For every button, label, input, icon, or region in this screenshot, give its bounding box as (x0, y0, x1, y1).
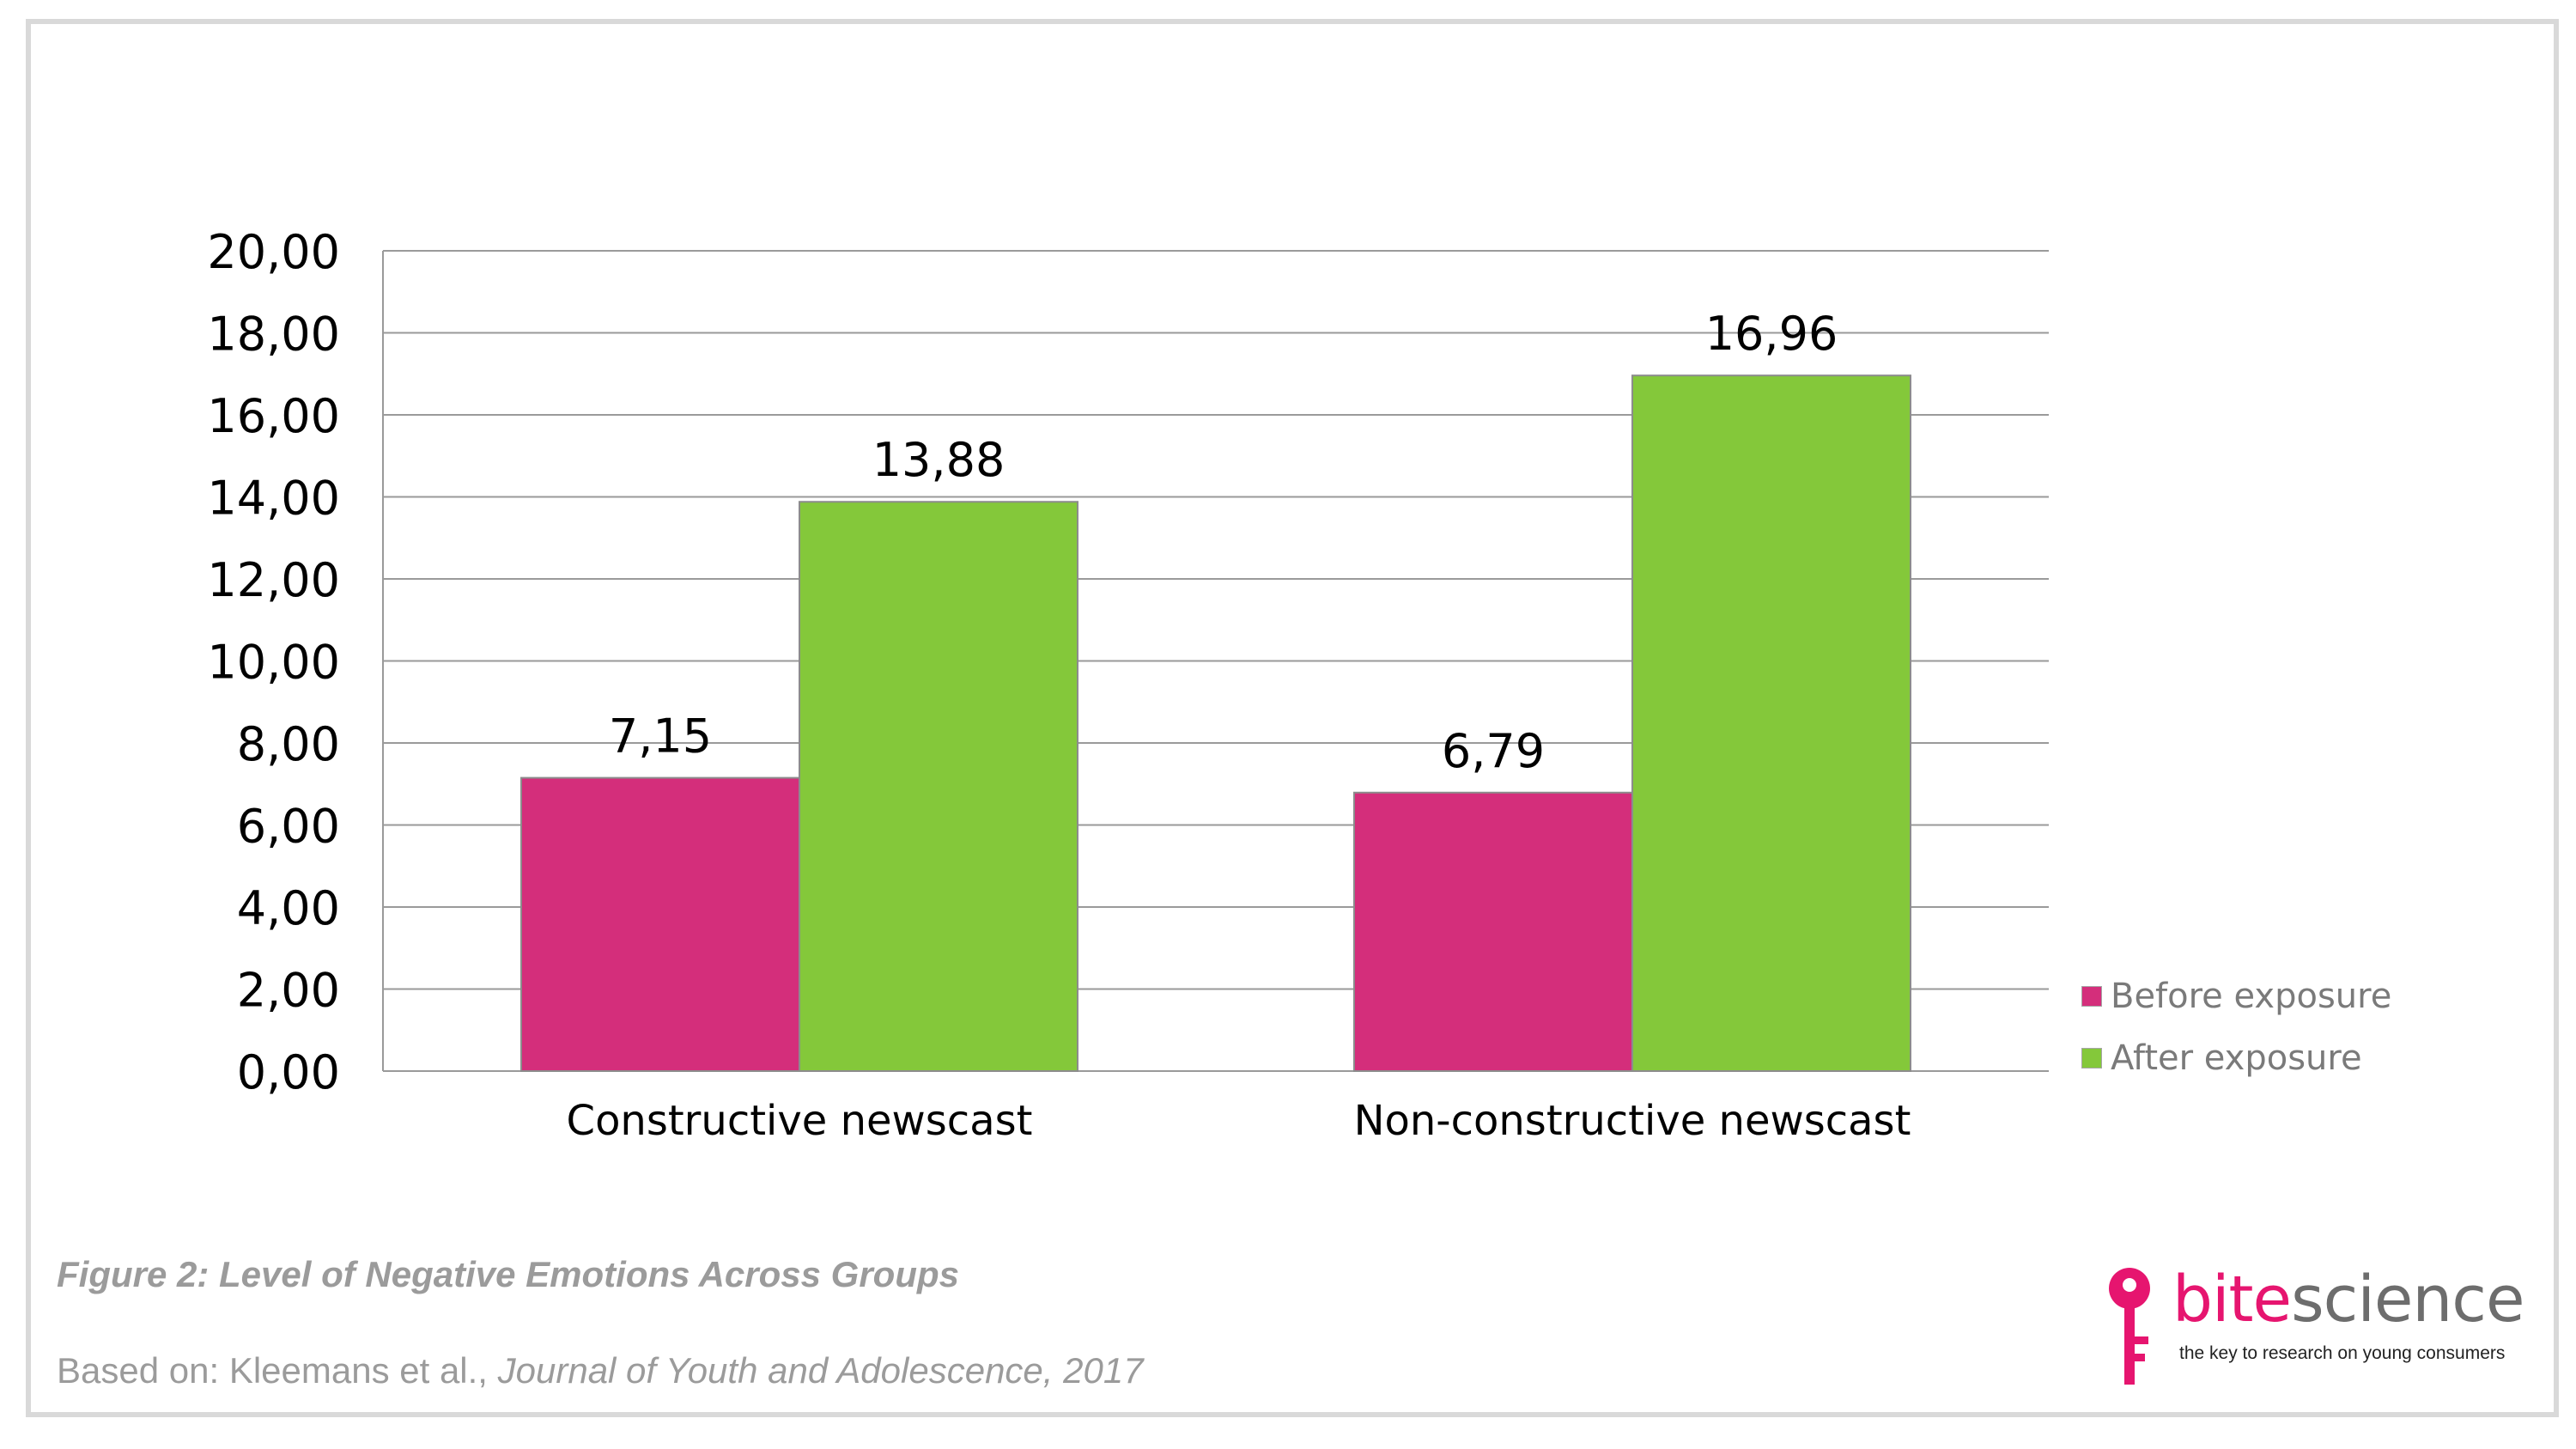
legend-item-after: After exposure (2081, 1038, 2391, 1078)
data-label: 13,88 (872, 433, 1005, 487)
bitescience-logo[interactable]: bitescience the key to research on young… (2105, 1263, 2535, 1391)
key-icon (2109, 1268, 2150, 1385)
figure-frame (26, 19, 2559, 1417)
logo-wordmark: bitescience (2172, 1263, 2525, 1336)
x-tick-label: Non-constructive newscast (1354, 1097, 1911, 1145)
source-journal: Journal of Youth and Adolescence, 2017 (497, 1350, 1144, 1391)
bar (520, 776, 800, 1073)
y-tick-label: 14,00 (207, 472, 340, 526)
y-tick-label: 0,00 (237, 1045, 340, 1099)
logo-tagline: the key to research on young consumers (2179, 1343, 2506, 1363)
data-label: 16,96 (1705, 307, 1838, 361)
y-tick-label: 20,00 (207, 225, 340, 279)
bar (799, 501, 1078, 1072)
y-tick-label: 4,00 (237, 881, 340, 935)
data-label: 7,15 (609, 709, 712, 764)
y-tick-label: 18,00 (207, 307, 340, 362)
legend-swatch-after (2081, 1048, 2102, 1068)
data-label: 6,79 (1442, 724, 1545, 778)
bar (1631, 374, 1911, 1073)
x-tick-label: Constructive newscast (567, 1097, 1033, 1145)
logo-brand-science: science (2291, 1263, 2524, 1336)
source-prefix: Based on: Kleemans et al., (57, 1350, 498, 1391)
legend-swatch-before (2081, 986, 2102, 1007)
source-citation: Based on: Kleemans et al., Journal of Yo… (57, 1350, 1144, 1391)
y-tick-label: 10,00 (207, 636, 340, 690)
y-tick-label: 2,00 (237, 964, 340, 1018)
y-tick-label: 8,00 (237, 717, 340, 771)
bar (1353, 791, 1633, 1073)
legend-item-before: Before exposure (2081, 977, 2392, 1016)
y-tick-label: 12,00 (207, 553, 340, 607)
legend-label-after: After exposure (2111, 1038, 2362, 1078)
figure-caption: Figure 2: Level of Negative Emotions Acr… (57, 1254, 960, 1294)
logo-brand-bite: bite (2172, 1263, 2292, 1336)
y-tick-label: 6,00 (237, 800, 340, 854)
legend-label-before: Before exposure (2111, 977, 2392, 1016)
chart-legend: Before exposure After exposure (2081, 977, 2391, 1101)
y-tick-label: 16,00 (207, 389, 340, 443)
